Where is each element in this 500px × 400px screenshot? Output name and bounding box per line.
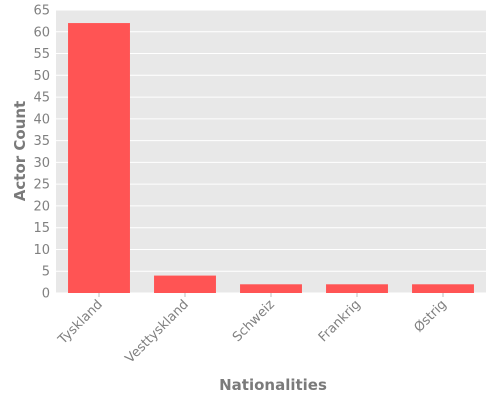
y-tick-label: 45 [33, 91, 50, 106]
y-tick-label: 5 [42, 265, 50, 280]
y-tick-label: 50 [33, 69, 50, 84]
y-tick-label: 65 [33, 4, 50, 19]
x-axis-title: Nationalities [219, 376, 327, 394]
y-tick-label: 35 [33, 134, 50, 149]
bar-3 [326, 284, 388, 293]
x-tick-label: Frankrig [316, 297, 364, 345]
y-tick-label: 60 [33, 25, 50, 40]
bars [68, 23, 474, 294]
y-tick-label: 55 [33, 47, 50, 62]
y-tick-label: 25 [33, 178, 50, 193]
y-tick-label: 15 [33, 221, 50, 236]
y-tick-label: 20 [33, 199, 50, 214]
bar-1 [154, 275, 216, 293]
y-axis-title: Actor Count [11, 101, 29, 201]
bar-2 [240, 284, 302, 293]
y-tick-label: 40 [33, 112, 50, 127]
bar-0 [68, 23, 130, 294]
x-tick-label: Vesttyskland [123, 297, 192, 366]
x-axis-ticks: Tyskland Vesttyskland Schweiz Frankrig Østri… [55, 293, 450, 366]
y-tick-label: 0 [42, 287, 50, 302]
y-axis-ticks: 0 5 10 15 20 25 30 35 40 45 50 55 60 65 [33, 4, 50, 302]
y-tick-label: 10 [33, 243, 50, 258]
x-tick-label: Tyskland [55, 297, 106, 348]
y-tick-label: 30 [33, 156, 50, 171]
x-tick-label: Østrig [411, 297, 449, 335]
x-tick-label: Schweiz [230, 297, 278, 345]
bar-4 [412, 284, 474, 293]
